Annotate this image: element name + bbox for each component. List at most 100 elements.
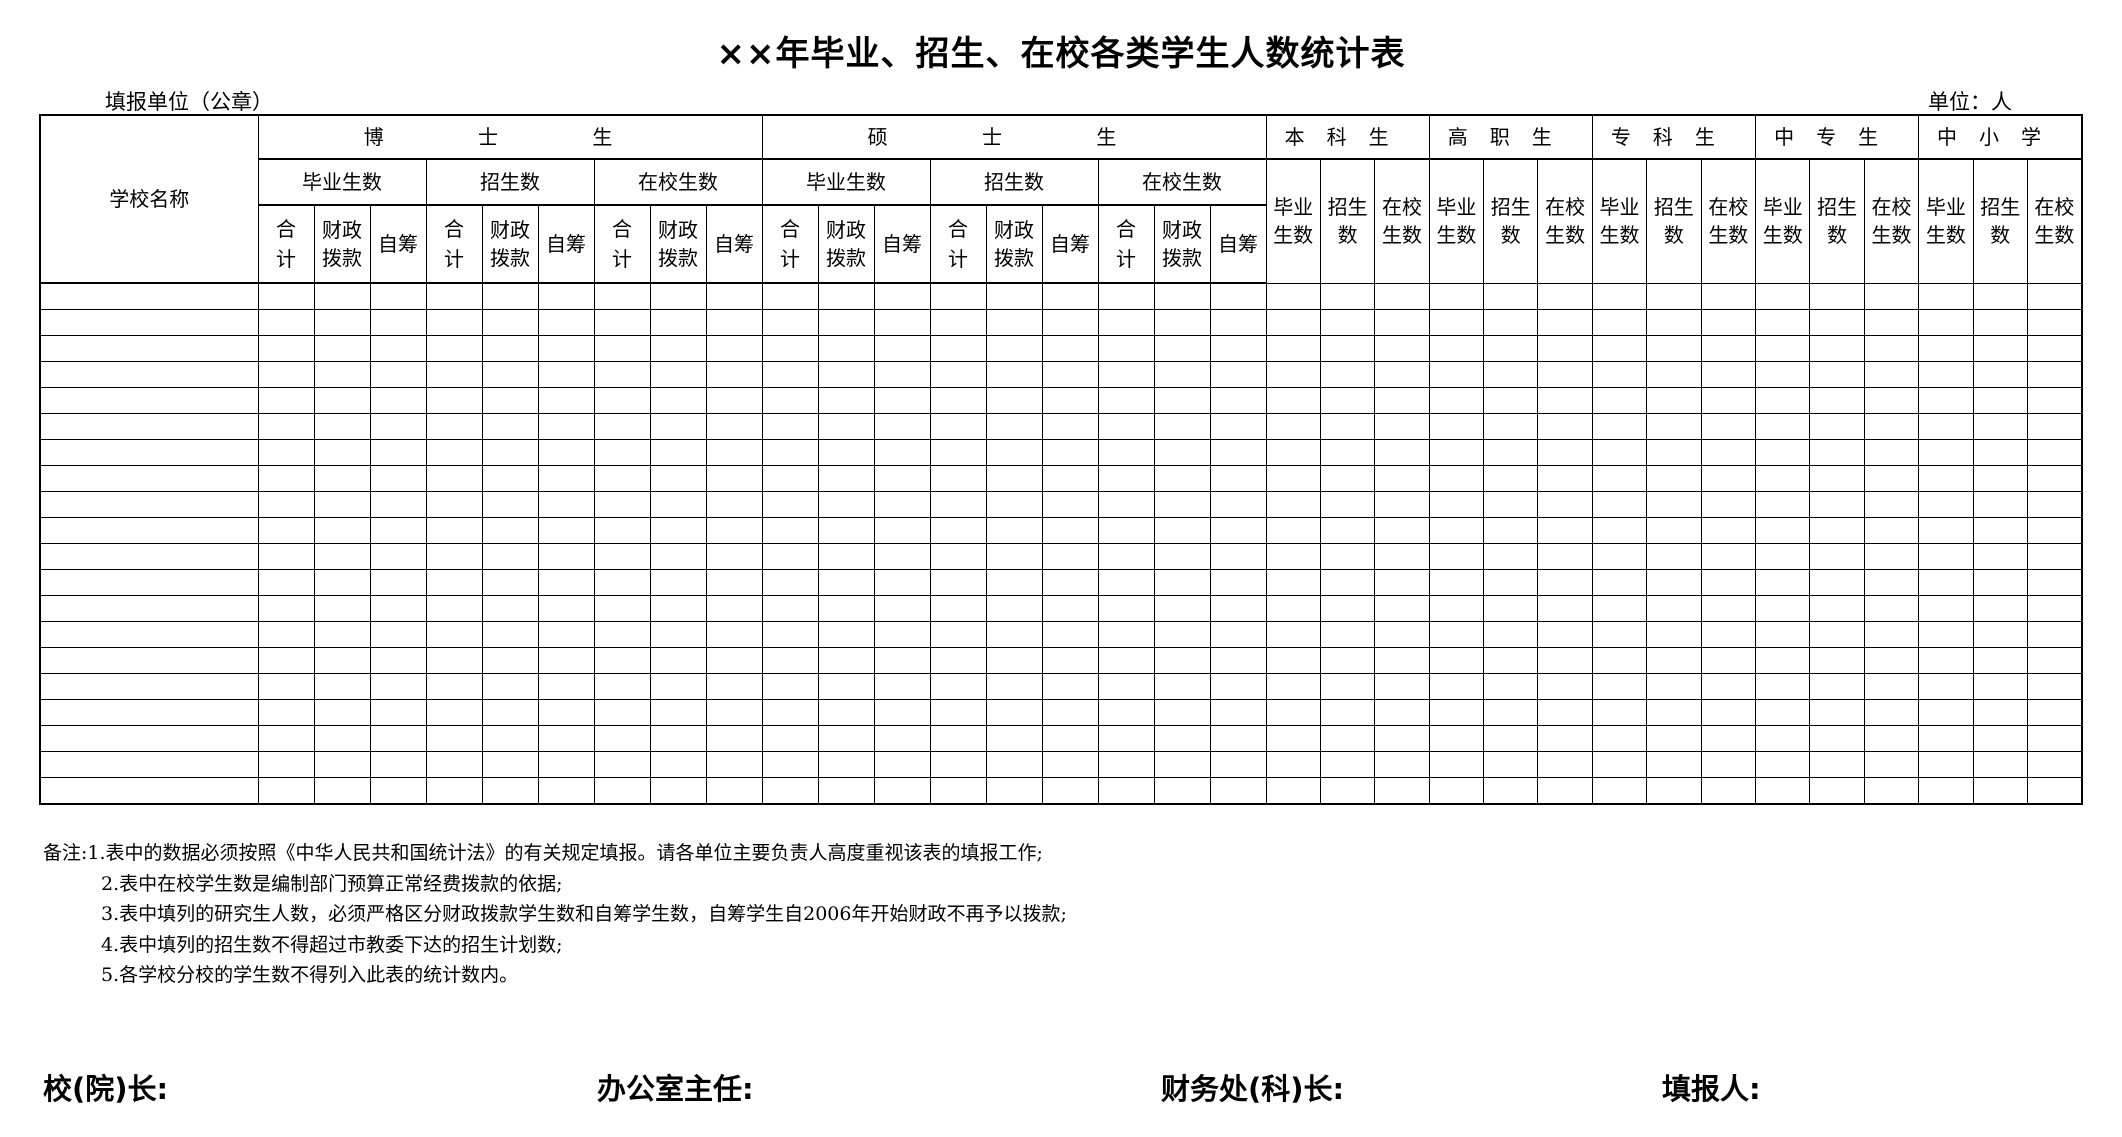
data-cell[interactable]	[1755, 699, 1811, 726]
data-cell[interactable]	[1700, 777, 1757, 805]
data-cell[interactable]	[257, 543, 315, 570]
data-cell[interactable]	[1097, 439, 1155, 466]
data-cell[interactable]	[2026, 491, 2083, 518]
data-cell[interactable]	[761, 309, 819, 336]
data-cell[interactable]	[481, 465, 539, 492]
data-cell[interactable]	[873, 465, 931, 492]
data-cell[interactable]	[1809, 387, 1865, 414]
data-cell[interactable]	[1097, 465, 1155, 492]
data-cell[interactable]	[1591, 699, 1648, 726]
data-cell[interactable]	[1591, 282, 1648, 310]
data-cell[interactable]	[705, 361, 763, 388]
school-name-cell[interactable]	[39, 777, 259, 805]
data-cell[interactable]	[593, 777, 651, 805]
data-cell[interactable]	[1374, 621, 1430, 648]
data-cell[interactable]	[985, 335, 1043, 362]
data-cell[interactable]	[1041, 465, 1099, 492]
data-cell[interactable]	[1428, 621, 1485, 648]
data-cell[interactable]	[817, 543, 875, 570]
data-cell[interactable]	[1863, 751, 1920, 778]
data-cell[interactable]	[817, 361, 875, 388]
data-cell[interactable]	[425, 335, 483, 362]
data-cell[interactable]	[257, 465, 315, 492]
data-cell[interactable]	[1097, 777, 1155, 805]
data-cell[interactable]	[1863, 465, 1920, 492]
data-cell[interactable]	[2026, 387, 2083, 414]
data-cell[interactable]	[817, 569, 875, 596]
data-cell[interactable]	[593, 569, 651, 596]
data-cell[interactable]	[1265, 621, 1321, 648]
data-cell[interactable]	[1041, 647, 1099, 674]
data-cell[interactable]	[929, 569, 987, 596]
data-cell[interactable]	[873, 699, 931, 726]
data-cell[interactable]	[1918, 361, 1974, 388]
data-cell[interactable]	[1700, 621, 1757, 648]
data-cell[interactable]	[593, 647, 651, 674]
data-cell[interactable]	[1209, 673, 1267, 700]
data-cell[interactable]	[761, 751, 819, 778]
data-cell[interactable]	[1537, 725, 1593, 752]
data-cell[interactable]	[1591, 543, 1648, 570]
data-cell[interactable]	[1428, 387, 1485, 414]
data-cell[interactable]	[1265, 387, 1321, 414]
data-cell[interactable]	[1097, 282, 1155, 310]
data-cell[interactable]	[1863, 309, 1920, 336]
data-cell[interactable]	[257, 309, 315, 336]
data-cell[interactable]	[1374, 491, 1430, 518]
data-cell[interactable]	[873, 335, 931, 362]
data-cell[interactable]	[817, 725, 875, 752]
data-cell[interactable]	[1097, 361, 1155, 388]
data-cell[interactable]	[1209, 335, 1267, 362]
data-cell[interactable]	[537, 465, 595, 492]
data-cell[interactable]	[1972, 725, 2028, 752]
data-cell[interactable]	[705, 309, 763, 336]
data-cell[interactable]	[1646, 647, 1702, 674]
data-cell[interactable]	[425, 725, 483, 752]
data-cell[interactable]	[1700, 699, 1757, 726]
data-cell[interactable]	[369, 595, 427, 622]
data-cell[interactable]	[537, 413, 595, 440]
data-cell[interactable]	[705, 517, 763, 544]
data-cell[interactable]	[761, 517, 819, 544]
data-cell[interactable]	[1646, 387, 1702, 414]
data-cell[interactable]	[1972, 673, 2028, 700]
data-cell[interactable]	[1374, 673, 1430, 700]
data-cell[interactable]	[1863, 413, 1920, 440]
data-cell[interactable]	[481, 673, 539, 700]
data-cell[interactable]	[1041, 699, 1099, 726]
data-cell[interactable]	[537, 491, 595, 518]
data-cell[interactable]	[481, 335, 539, 362]
data-cell[interactable]	[1918, 282, 1974, 310]
school-name-cell[interactable]	[39, 647, 259, 674]
data-cell[interactable]	[1972, 699, 2028, 726]
data-cell[interactable]	[1972, 517, 2028, 544]
data-cell[interactable]	[761, 621, 819, 648]
data-cell[interactable]	[1591, 491, 1648, 518]
data-cell[interactable]	[929, 595, 987, 622]
data-cell[interactable]	[1097, 517, 1155, 544]
data-cell[interactable]	[817, 282, 875, 310]
data-cell[interactable]	[1863, 439, 1920, 466]
data-cell[interactable]	[1319, 361, 1376, 388]
data-cell[interactable]	[985, 595, 1043, 622]
data-cell[interactable]	[1918, 777, 1974, 805]
data-cell[interactable]	[1041, 543, 1099, 570]
data-cell[interactable]	[313, 647, 371, 674]
data-cell[interactable]	[313, 751, 371, 778]
data-cell[interactable]	[1918, 413, 1974, 440]
data-cell[interactable]	[1041, 282, 1099, 310]
data-cell[interactable]	[1153, 621, 1211, 648]
data-cell[interactable]	[1209, 569, 1267, 596]
data-cell[interactable]	[257, 387, 315, 414]
data-cell[interactable]	[929, 751, 987, 778]
data-cell[interactable]	[1700, 517, 1757, 544]
data-cell[interactable]	[1918, 595, 1974, 622]
data-cell[interactable]	[1863, 361, 1920, 388]
data-cell[interactable]	[1646, 335, 1702, 362]
data-cell[interactable]	[369, 751, 427, 778]
data-cell[interactable]	[2026, 569, 2083, 596]
data-cell[interactable]	[1809, 413, 1865, 440]
data-cell[interactable]	[1374, 647, 1430, 674]
data-cell[interactable]	[1374, 387, 1430, 414]
data-cell[interactable]	[929, 621, 987, 648]
